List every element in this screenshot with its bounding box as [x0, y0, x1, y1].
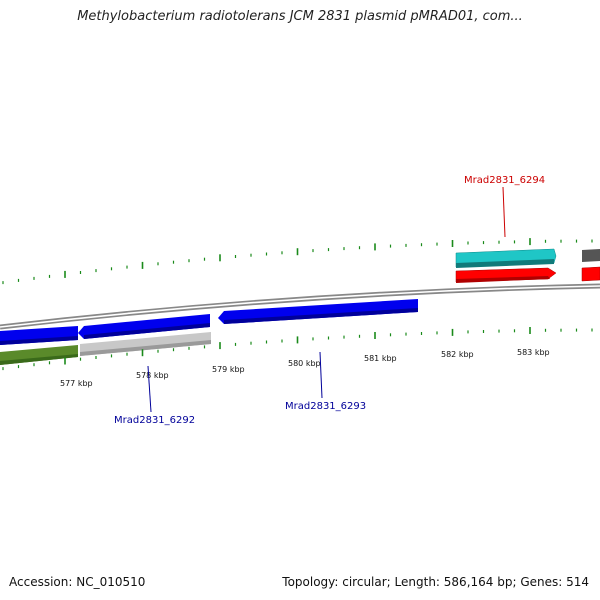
gene-label-6294[interactable]: Mrad2831_6294: [464, 175, 545, 186]
cds-grey-shadow: [80, 340, 211, 356]
gene-label-6292[interactable]: Mrad2831_6292: [114, 415, 195, 426]
scale-label: 580 kbp: [288, 359, 321, 368]
gene-labels: Mrad2831_6294 Mrad2831_6292 Mrad2831_629…: [114, 175, 545, 426]
cds-red-shadow: [456, 276, 550, 283]
leader-line: [319, 351, 323, 399]
cds-blue-mid-shadow: [84, 323, 210, 339]
cds-green-shadow: [0, 354, 78, 365]
scale-label: 582 kbp: [441, 350, 474, 359]
inner-scale-ticks: [2, 327, 593, 371]
cds-red-partial[interactable]: [581, 266, 600, 282]
outer-gc-ticks: [2, 238, 593, 285]
scale-label: 579 kbp: [212, 365, 245, 374]
scale-label: 578 kbp: [136, 371, 169, 380]
scale-labels: 577 kbp 578 kbp 579 kbp 580 kbp 581 kbp …: [60, 348, 550, 388]
map-title: Methylobacterium radiotolerans JCM 2831 …: [77, 9, 523, 24]
cds-blue-left-shadow: [0, 336, 78, 345]
leader-line: [502, 186, 506, 238]
gene-label-6293[interactable]: Mrad2831_6293: [285, 401, 366, 412]
scale-label: 581 kbp: [364, 354, 397, 363]
cds-grey-partial[interactable]: [582, 249, 600, 262]
scale-label: 583 kbp: [517, 348, 550, 357]
scale-label: 577 kbp: [60, 379, 93, 388]
cds-cyan-shadow: [456, 259, 554, 268]
backbone: [0, 283, 600, 330]
reverse-strand: [0, 299, 418, 365]
genome-summary-text: Topology: circular; Length: 586,164 bp; …: [282, 575, 589, 589]
cds-blue-long-shadow: [224, 308, 418, 324]
leader-line: [147, 365, 152, 413]
forward-strand: [455, 248, 600, 283]
accession-text: Accession: NC_010510: [9, 575, 146, 589]
